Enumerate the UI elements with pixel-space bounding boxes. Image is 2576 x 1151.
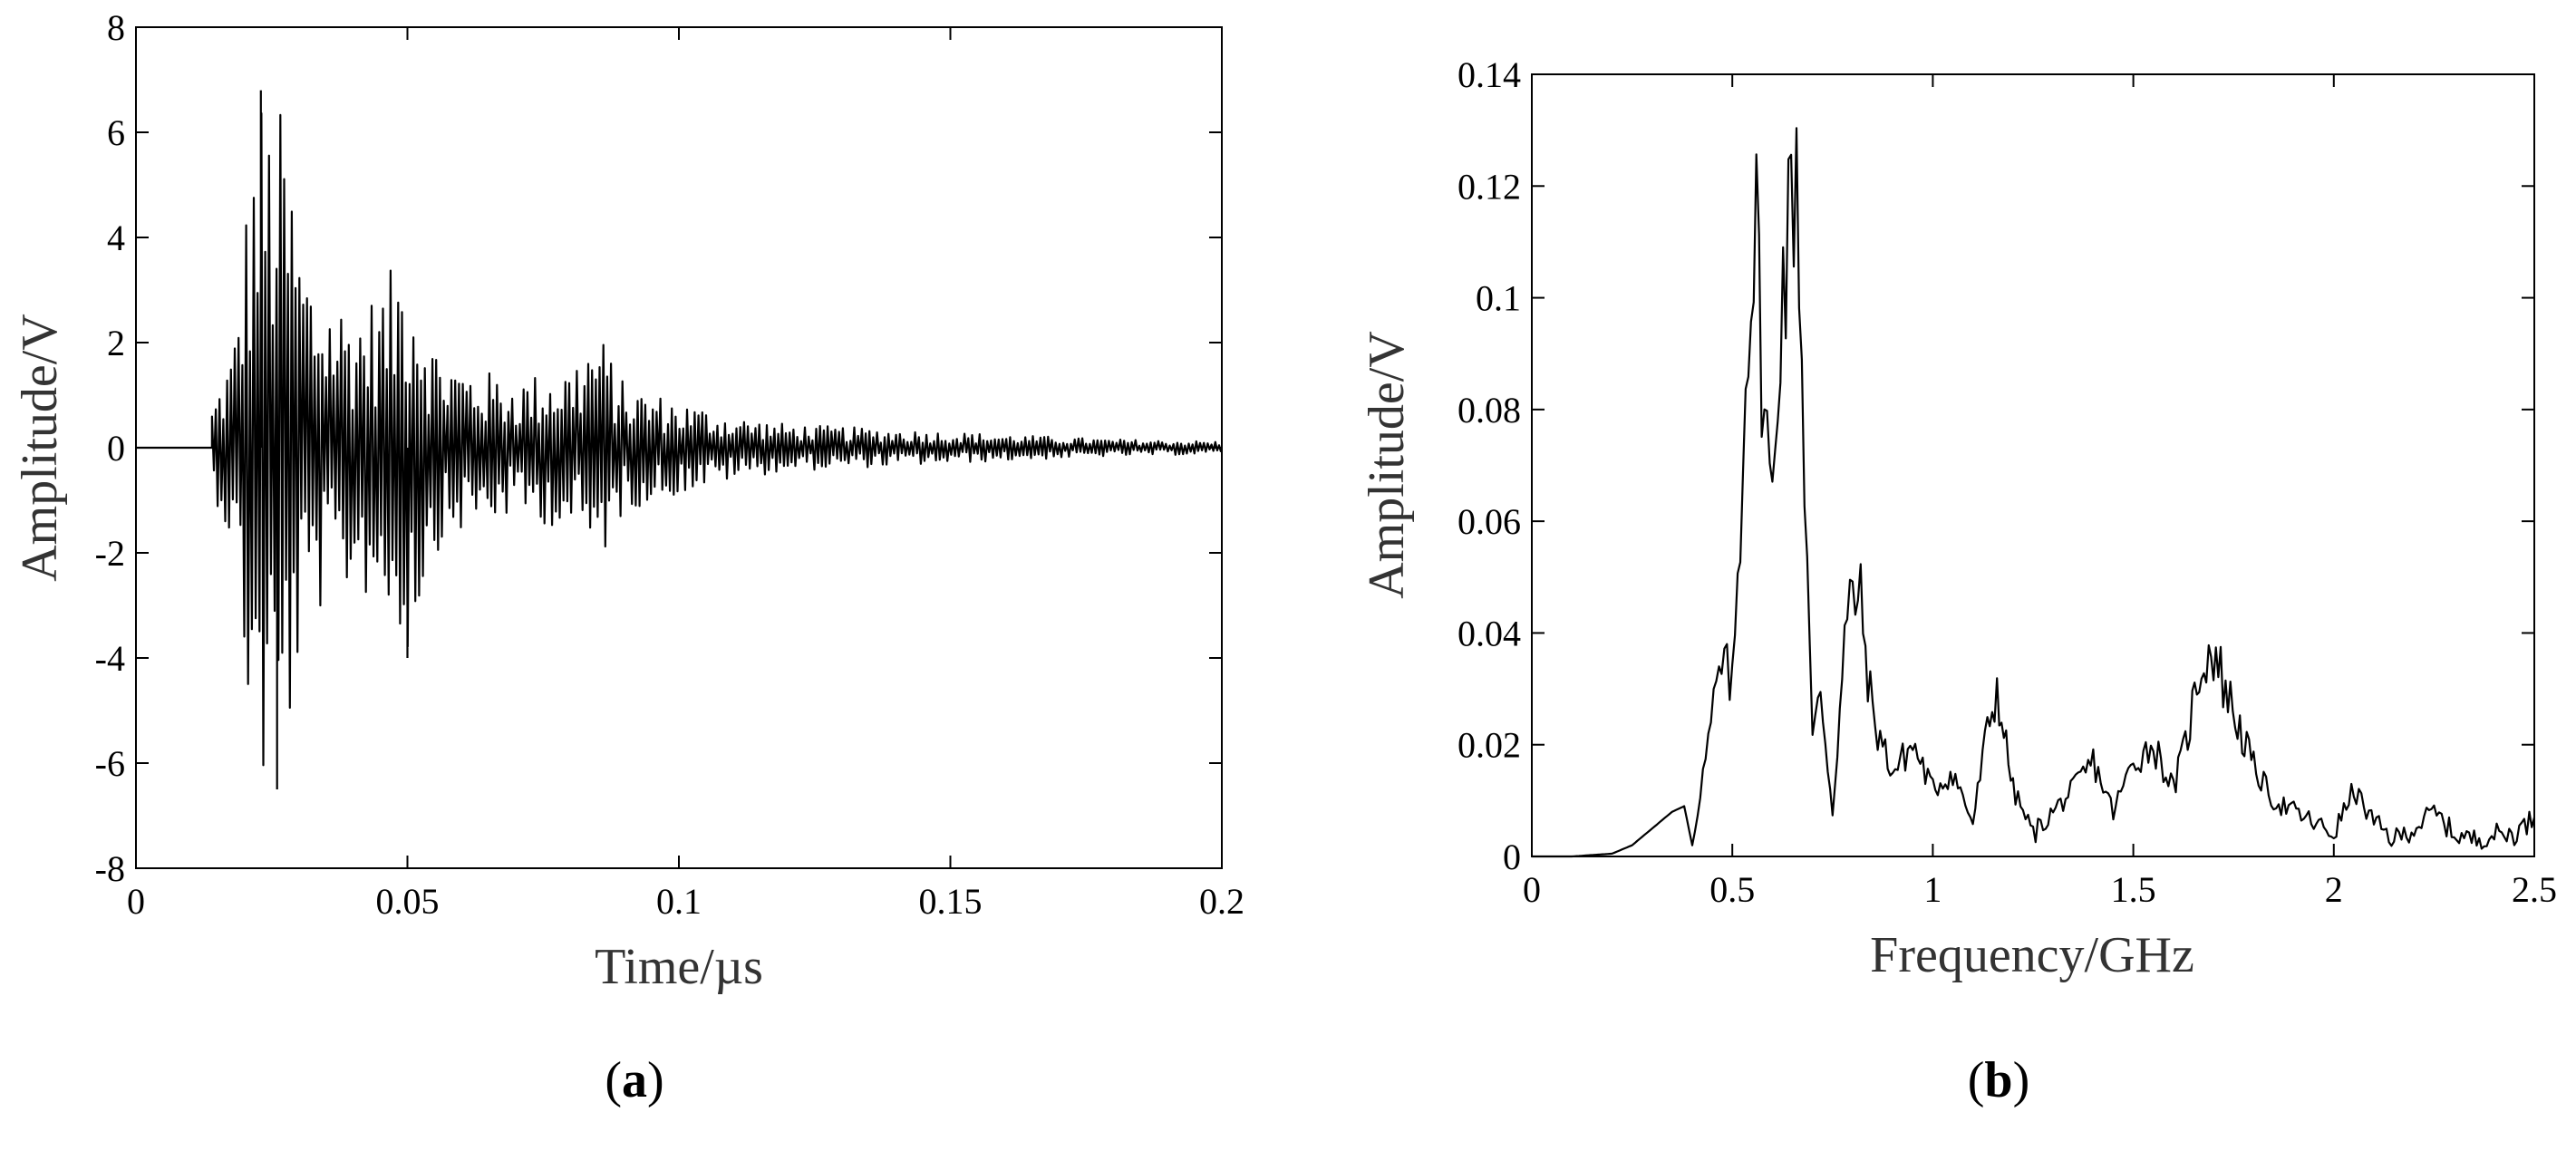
panel-b-ticks: 0 0.5 1 1.5 2 2.5 0 0.02 0.04 0.06 0.08 0.1 0.12 0.14 [1457,54,2557,910]
panel-b-caption: (b) [1968,1052,2029,1108]
y-tick-label: -6 [95,743,125,784]
y-tick-label: 0.1 [1476,278,1521,319]
panel-a-caption-letter: a [622,1052,647,1108]
y-tick-label: 0.06 [1457,501,1521,542]
x-tick-label: 2.5 [2512,869,2557,910]
x-tick-label: 0.5 [1709,869,1755,910]
panel-b: 0 0.5 1 1.5 2 2.5 0 0.02 0.04 0.06 0.08 0.1 0.12 0.14… [1359,54,2557,1108]
y-tick-label: -2 [95,533,125,574]
y-tick-label: 0.12 [1457,166,1521,207]
panel-b-caption-letter: b [1984,1052,2012,1108]
x-tick-label: 0.2 [1199,881,1244,922]
x-tick-label: 0 [1523,869,1541,910]
y-tick-label: 8 [107,7,125,48]
x-tick-label: 0.1 [656,881,702,922]
y-tick-label: -4 [95,638,125,679]
panel-b-plot-frame [1531,73,2535,857]
panel-a-y-axis-label: Amplitude/V [12,314,68,582]
y-tick-label: 6 [107,112,125,153]
y-tick-label: 0.14 [1457,54,1521,95]
panel-b-x-axis-label: Frequency/GHz [1870,927,2194,983]
y-tick-label: 0.02 [1457,725,1521,766]
y-tick-label: 2 [107,323,125,363]
x-tick-label: 0.05 [376,881,440,922]
panel-a-time-trace [136,90,1223,789]
y-tick-label: 0 [1503,837,1521,877]
panel-a-ticks: 0 0.05 0.1 0.15 0.2 -8 -6 -4 -2 0 2 4 6 8 [95,7,1244,922]
y-tick-label: 4 [107,218,125,258]
panel-b-y-axis-label: Amplitude/V [1359,331,1415,599]
panel-a: 0 0.05 0.1 0.15 0.2 -8 -6 -4 -2 0 2 4 6 8 Time/µs Amp… [12,7,1244,1108]
y-tick-label: 0.04 [1457,613,1521,653]
panel-b-spectrum-trace [1532,127,2536,858]
x-tick-label: 2 [2325,869,2343,910]
x-tick-label: 1 [1923,869,1942,910]
panel-a-x-axis-label: Time/µs [595,939,763,995]
x-tick-label: 0.15 [919,881,983,922]
y-tick-label: 0 [107,428,125,469]
x-tick-label: 0 [127,881,145,922]
y-tick-label: 0.08 [1457,390,1521,430]
panel-a-caption: (a) [605,1052,663,1108]
y-tick-label: -8 [95,848,125,889]
x-tick-label: 1.5 [2111,869,2156,910]
